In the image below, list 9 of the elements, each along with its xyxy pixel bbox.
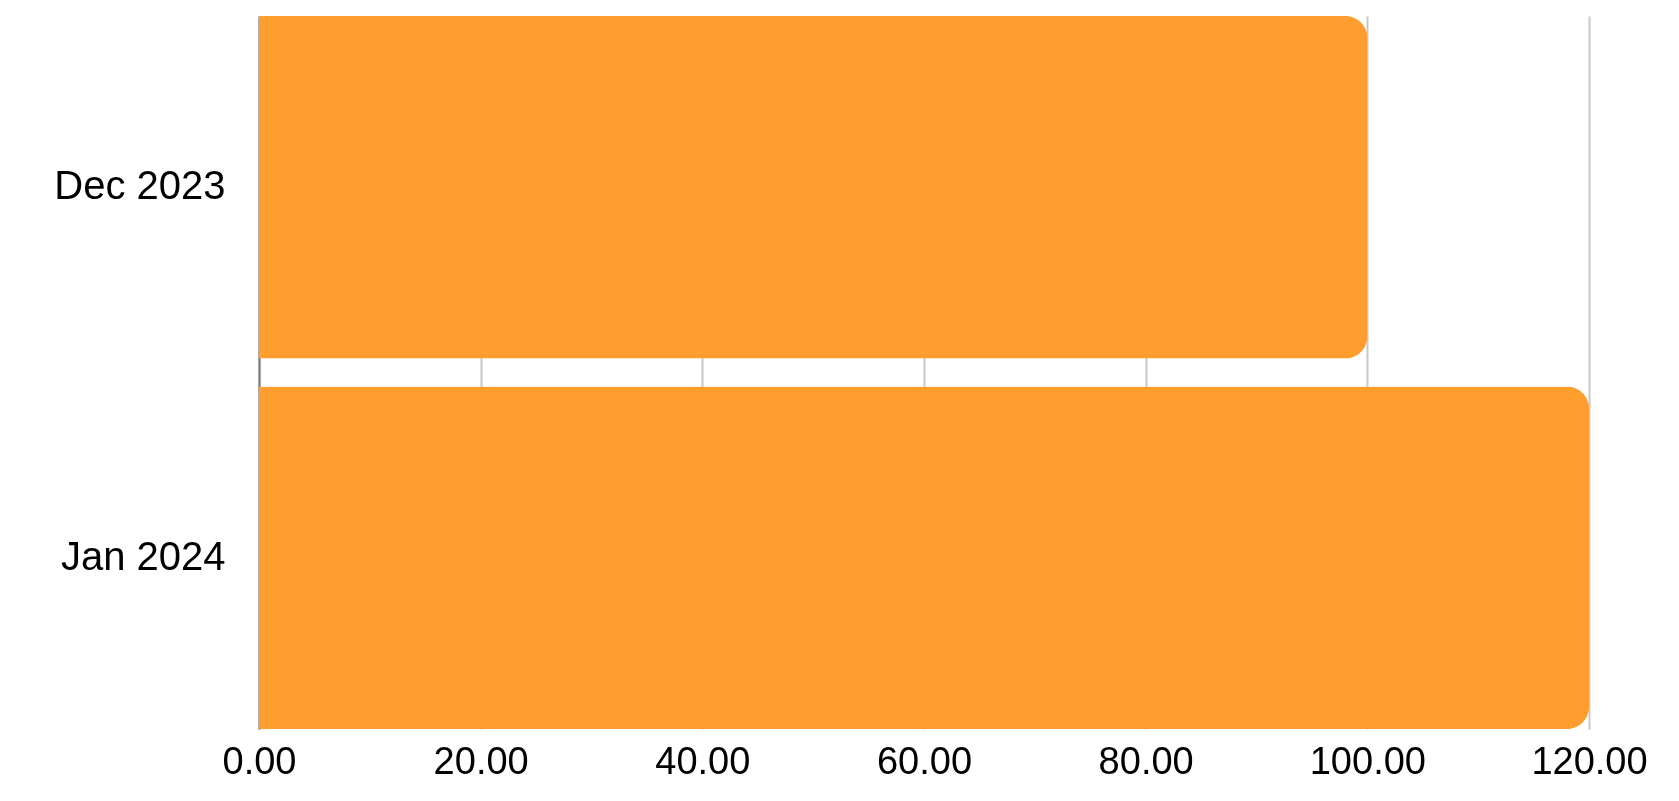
x-tick-label: 60.00 xyxy=(876,739,973,782)
y-tick-label: Dec 2023 xyxy=(54,163,226,208)
x-tick-label: 20.00 xyxy=(433,739,529,782)
x-tick-label: 100.00 xyxy=(1309,739,1426,782)
x-tick-label: 40.00 xyxy=(655,739,751,782)
x-tick-label: 0.00 xyxy=(222,739,297,782)
y-tick-label: Jan 2024 xyxy=(60,533,226,578)
x-tick-label: 80.00 xyxy=(1098,739,1194,782)
x-tick-label: 120.00 xyxy=(1531,739,1648,782)
